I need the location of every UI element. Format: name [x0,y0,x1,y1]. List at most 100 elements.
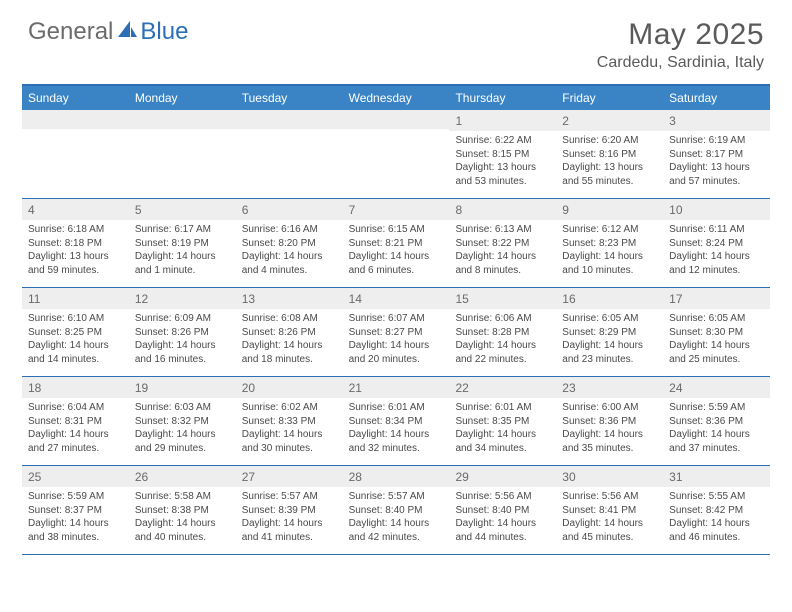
day-details: Sunrise: 6:01 AMSunset: 8:35 PMDaylight:… [449,398,556,459]
day-cell: 25 Sunrise: 5:59 AMSunset: 8:37 PMDayligh… [22,466,129,554]
day-number: 25 [22,466,129,487]
day-number [236,110,343,129]
day-details: Sunrise: 5:56 AMSunset: 8:41 PMDaylight:… [556,487,663,548]
day-details: Sunrise: 6:15 AMSunset: 8:21 PMDaylight:… [343,220,450,281]
sunset-text: Sunset: 8:16 PM [562,148,657,162]
sunset-text: Sunset: 8:40 PM [455,504,550,518]
logo-sail-icon [116,18,138,46]
day-details: Sunrise: 6:05 AMSunset: 8:29 PMDaylight:… [556,309,663,370]
sunrise-text: Sunrise: 5:56 AM [562,490,657,504]
sunrise-text: Sunrise: 6:15 AM [349,223,444,237]
sunrise-text: Sunrise: 6:01 AM [455,401,550,415]
sunset-text: Sunset: 8:29 PM [562,326,657,340]
logo-text-blue: Blue [140,18,188,46]
sunset-text: Sunset: 8:25 PM [28,326,123,340]
day-details: Sunrise: 6:16 AMSunset: 8:20 PMDaylight:… [236,220,343,281]
sunrise-text: Sunrise: 6:07 AM [349,312,444,326]
day-details: Sunrise: 6:00 AMSunset: 8:36 PMDaylight:… [556,398,663,459]
day-number: 6 [236,199,343,220]
day-cell: 23Sunrise: 6:00 AMSunset: 8:36 PMDayligh… [556,377,663,465]
day-details: Sunrise: 6:17 AMSunset: 8:19 PMDaylight:… [129,220,236,281]
sunrise-text: Sunrise: 5:57 AM [349,490,444,504]
weekday-header: Saturday [663,86,770,110]
day-number: 27 [236,466,343,487]
day-number: 17 [663,288,770,309]
day-details: Sunrise: 5:56 AMSunset: 8:40 PMDaylight:… [449,487,556,548]
sunset-text: Sunset: 8:37 PM [28,504,123,518]
day-cell: 2Sunrise: 6:20 AMSunset: 8:16 PMDaylight… [556,110,663,198]
day-cell: 4Sunrise: 6:18 AMSunset: 8:18 PMDaylight… [22,199,129,287]
weekday-header: Tuesday [236,86,343,110]
sunrise-text: Sunrise: 5:59 AM [28,490,123,504]
day-number: 19 [129,377,236,398]
daylight-text: Daylight: 14 hours and 41 minutes. [242,517,337,544]
day-number: 18 [22,377,129,398]
week-row: 18Sunrise: 6:04 AMSunset: 8:31 PMDayligh… [22,377,770,466]
sunset-text: Sunset: 8:42 PM [669,504,764,518]
sunrise-text: Sunrise: 6:12 AM [562,223,657,237]
daylight-text: Daylight: 14 hours and 38 minutes. [28,517,123,544]
weekday-header: Wednesday [343,86,450,110]
day-details: Sunrise: 6:10 AMSunset: 8:25 PMDaylight:… [22,309,129,370]
day-number: 7 [343,199,450,220]
day-number: 22 [449,377,556,398]
sunset-text: Sunset: 8:26 PM [135,326,230,340]
day-cell [22,110,129,198]
day-cell: 12Sunrise: 6:09 AMSunset: 8:26 PMDayligh… [129,288,236,376]
sunrise-text: Sunrise: 6:09 AM [135,312,230,326]
day-number: 21 [343,377,450,398]
daylight-text: Daylight: 13 hours and 55 minutes. [562,161,657,188]
week-row: 25Sunrise: 5:59 AMSunset: 8:37 PMDayligh… [22,466,770,555]
day-details: Sunrise: 6:18 AMSunset: 8:18 PMDaylight:… [22,220,129,281]
day-details: Sunrise: 6:09 AMSunset: 8:26 PMDaylight:… [129,309,236,370]
week-row: 4Sunrise: 6:18 AMSunset: 8:18 PMDaylight… [22,199,770,288]
day-number: 24 [663,377,770,398]
day-number: 8 [449,199,556,220]
daylight-text: Daylight: 14 hours and 30 minutes. [242,428,337,455]
daylight-text: Daylight: 14 hours and 46 minutes. [669,517,764,544]
sunset-text: Sunset: 8:33 PM [242,415,337,429]
day-details: Sunrise: 6:01 AMSunset: 8:34 PMDaylight:… [343,398,450,459]
daylight-text: Daylight: 14 hours and 14 minutes. [28,339,123,366]
sunset-text: Sunset: 8:17 PM [669,148,764,162]
sunrise-text: Sunrise: 6:18 AM [28,223,123,237]
sunset-text: Sunset: 8:23 PM [562,237,657,251]
week-row: 1Sunrise: 6:22 AMSunset: 8:15 PMDaylight… [22,110,770,199]
daylight-text: Daylight: 14 hours and 6 minutes. [349,250,444,277]
sunrise-text: Sunrise: 6:03 AM [135,401,230,415]
weekday-header: Sunday [22,86,129,110]
day-details: Sunrise: 6:02 AMSunset: 8:33 PMDaylight:… [236,398,343,459]
day-number: 13 [236,288,343,309]
daylight-text: Daylight: 14 hours and 45 minutes. [562,517,657,544]
day-details: Sunrise: 5:59 AMSunset: 8:36 PMDaylight:… [663,398,770,459]
day-cell: 27Sunrise: 5:57 AMSunset: 8:39 PMDayligh… [236,466,343,554]
daylight-text: Daylight: 14 hours and 34 minutes. [455,428,550,455]
day-cell: 21Sunrise: 6:01 AMSunset: 8:34 PMDayligh… [343,377,450,465]
daylight-text: Daylight: 14 hours and 32 minutes. [349,428,444,455]
day-number: 20 [236,377,343,398]
sunset-text: Sunset: 8:40 PM [349,504,444,518]
day-cell [343,110,450,198]
day-cell: 3Sunrise: 6:19 AMSunset: 8:17 PMDaylight… [663,110,770,198]
day-number: 1 [449,110,556,131]
day-details: Sunrise: 6:03 AMSunset: 8:32 PMDaylight:… [129,398,236,459]
daylight-text: Daylight: 14 hours and 35 minutes. [562,428,657,455]
day-number: 9 [556,199,663,220]
logo: General Blue [28,18,188,46]
sunrise-text: Sunrise: 5:56 AM [455,490,550,504]
day-cell: 9Sunrise: 6:12 AMSunset: 8:23 PMDaylight… [556,199,663,287]
daylight-text: Daylight: 14 hours and 16 minutes. [135,339,230,366]
day-cell: 15Sunrise: 6:06 AMSunset: 8:28 PMDayligh… [449,288,556,376]
sunset-text: Sunset: 8:19 PM [135,237,230,251]
day-number [129,110,236,129]
logo-text-general: General [28,18,113,46]
header: General Blue May 2025 Cardedu, Sardinia,… [0,0,792,80]
sunrise-text: Sunrise: 6:02 AM [242,401,337,415]
day-number [343,110,450,129]
day-details: Sunrise: 6:07 AMSunset: 8:27 PMDaylight:… [343,309,450,370]
day-cell: 10Sunrise: 6:11 AMSunset: 8:24 PMDayligh… [663,199,770,287]
daylight-text: Daylight: 14 hours and 22 minutes. [455,339,550,366]
day-cell: 6Sunrise: 6:16 AMSunset: 8:20 PMDaylight… [236,199,343,287]
day-number: 4 [22,199,129,220]
day-number: 14 [343,288,450,309]
